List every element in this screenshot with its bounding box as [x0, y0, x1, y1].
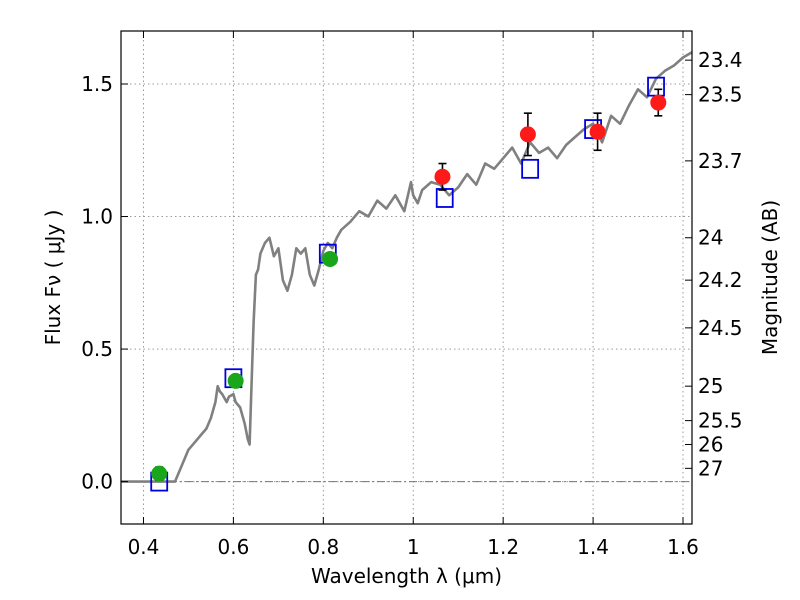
- right-tick-label-4: 24.2: [698, 268, 743, 292]
- x-tick-label-5: 1.4: [577, 535, 609, 559]
- right-tick-label-6: 25: [698, 374, 723, 398]
- right-tick-label-1: 23.5: [698, 83, 743, 107]
- grid-lines: [121, 31, 692, 524]
- model-square-4: [521, 158, 540, 179]
- right-tick-label-9: 27: [698, 456, 723, 480]
- right-tick-label-7: 25.5: [698, 409, 743, 433]
- right-axis-label: Magnitude (AB): [758, 200, 782, 355]
- y-tick-label-0: 0.0: [81, 470, 113, 494]
- y-tick-label-2: 1.0: [81, 205, 113, 229]
- plot-frame: [120, 30, 693, 525]
- right-tick-label-5: 24.5: [698, 316, 743, 340]
- y-tick-label-3: 1.5: [81, 72, 113, 96]
- red-point-1: [519, 126, 536, 143]
- right-tick-label-0: 23.4: [698, 48, 743, 72]
- y-axis-label: Flux Fν ( μJy ): [41, 210, 65, 346]
- measured-points: [151, 88, 667, 482]
- x-axis-label: Wavelength λ (μm): [311, 564, 502, 588]
- x-axis-ticks: 0.4 0.6 0.8 1 1.2 1.4 1.6: [128, 31, 699, 559]
- green-point-1: [227, 372, 244, 389]
- y-tick-label-1: 0.5: [81, 337, 113, 361]
- right-tick-label-8: 26: [698, 432, 723, 456]
- x-tick-label-2: 0.8: [307, 535, 339, 559]
- right-tick-label-2: 23.7: [698, 149, 743, 173]
- green-point-0: [151, 465, 168, 482]
- right-tick-label-3: 24: [698, 226, 723, 250]
- green-point-2: [322, 250, 339, 267]
- model-squares: [150, 76, 665, 492]
- model-square-3: [435, 188, 454, 208]
- y-axis-ticks: 0.0 0.5 1.0 1.5: [81, 72, 128, 494]
- x-tick-label-6: 1.6: [667, 535, 699, 559]
- red-point-0: [434, 168, 451, 185]
- red-point-2: [589, 123, 606, 140]
- template-spectrum-line: [121, 51, 693, 483]
- x-tick-label-0: 0.4: [128, 535, 160, 559]
- x-tick-label-4: 1.2: [487, 535, 519, 559]
- template-spectrum: [121, 51, 693, 483]
- red-point-3: [650, 94, 667, 111]
- x-tick-label-3: 1: [407, 535, 420, 559]
- x-tick-label-1: 0.6: [217, 535, 249, 559]
